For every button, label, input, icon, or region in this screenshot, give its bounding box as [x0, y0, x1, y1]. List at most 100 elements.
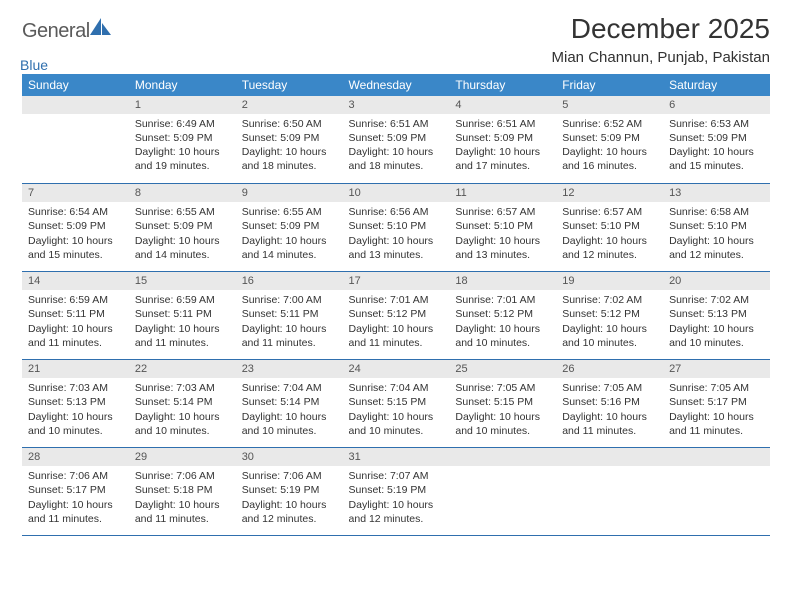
- day-body: Sunrise: 7:02 AMSunset: 5:13 PMDaylight:…: [663, 290, 770, 356]
- day-body: [663, 466, 770, 526]
- day-body: Sunrise: 7:03 AMSunset: 5:13 PMDaylight:…: [22, 378, 129, 444]
- sunrise-text: Sunrise: 7:04 AM: [349, 381, 444, 395]
- daylight-text: Daylight: 10 hours and 10 minutes.: [455, 410, 550, 438]
- day-body: Sunrise: 7:05 AMSunset: 5:16 PMDaylight:…: [556, 378, 663, 444]
- calendar-cell: 27Sunrise: 7:05 AMSunset: 5:17 PMDayligh…: [663, 360, 770, 448]
- day-body: Sunrise: 6:55 AMSunset: 5:09 PMDaylight:…: [236, 202, 343, 268]
- day-body: Sunrise: 6:57 AMSunset: 5:10 PMDaylight:…: [449, 202, 556, 268]
- daylight-text: Daylight: 10 hours and 12 minutes.: [669, 234, 764, 262]
- calendar-cell: 16Sunrise: 7:00 AMSunset: 5:11 PMDayligh…: [236, 272, 343, 360]
- daylight-text: Daylight: 10 hours and 15 minutes.: [669, 145, 764, 173]
- daylight-text: Daylight: 10 hours and 11 minutes.: [242, 322, 337, 350]
- sunset-text: Sunset: 5:12 PM: [349, 307, 444, 321]
- sunset-text: Sunset: 5:09 PM: [242, 219, 337, 233]
- sunset-text: Sunset: 5:11 PM: [28, 307, 123, 321]
- sunset-text: Sunset: 5:09 PM: [349, 131, 444, 145]
- location-text: Mian Channun, Punjab, Pakistan: [552, 49, 770, 66]
- day-body: Sunrise: 6:56 AMSunset: 5:10 PMDaylight:…: [343, 202, 450, 268]
- day-number: 16: [236, 272, 343, 290]
- day-body: Sunrise: 7:03 AMSunset: 5:14 PMDaylight:…: [129, 378, 236, 444]
- sunrise-text: Sunrise: 6:55 AM: [242, 205, 337, 219]
- calendar-cell: 29Sunrise: 7:06 AMSunset: 5:18 PMDayligh…: [129, 448, 236, 536]
- month-title: December 2025: [552, 14, 770, 45]
- day-number: 20: [663, 272, 770, 290]
- day-body: Sunrise: 7:06 AMSunset: 5:17 PMDaylight:…: [22, 466, 129, 532]
- sunset-text: Sunset: 5:14 PM: [135, 395, 230, 409]
- calendar-cell: 7Sunrise: 6:54 AMSunset: 5:09 PMDaylight…: [22, 184, 129, 272]
- day-body: Sunrise: 6:53 AMSunset: 5:09 PMDaylight:…: [663, 114, 770, 180]
- daylight-text: Daylight: 10 hours and 15 minutes.: [28, 234, 123, 262]
- daylight-text: Daylight: 10 hours and 10 minutes.: [28, 410, 123, 438]
- weekday-header: Saturday: [663, 74, 770, 96]
- daylight-text: Daylight: 10 hours and 12 minutes.: [349, 498, 444, 526]
- calendar-cell: [22, 96, 129, 184]
- day-body: Sunrise: 6:52 AMSunset: 5:09 PMDaylight:…: [556, 114, 663, 180]
- sunset-text: Sunset: 5:09 PM: [242, 131, 337, 145]
- calendar-cell: 24Sunrise: 7:04 AMSunset: 5:15 PMDayligh…: [343, 360, 450, 448]
- sunset-text: Sunset: 5:19 PM: [349, 483, 444, 497]
- daylight-text: Daylight: 10 hours and 14 minutes.: [135, 234, 230, 262]
- daylight-text: Daylight: 10 hours and 17 minutes.: [455, 145, 550, 173]
- sunrise-text: Sunrise: 6:50 AM: [242, 117, 337, 131]
- sunrise-text: Sunrise: 7:07 AM: [349, 469, 444, 483]
- calendar-cell: 9Sunrise: 6:55 AMSunset: 5:09 PMDaylight…: [236, 184, 343, 272]
- day-number: 28: [22, 448, 129, 466]
- daylight-text: Daylight: 10 hours and 16 minutes.: [562, 145, 657, 173]
- sunset-text: Sunset: 5:12 PM: [562, 307, 657, 321]
- sunrise-text: Sunrise: 7:01 AM: [455, 293, 550, 307]
- weekday-header: Tuesday: [236, 74, 343, 96]
- logo-text-block: General Blue: [22, 20, 112, 61]
- day-number: 11: [449, 184, 556, 202]
- daylight-text: Daylight: 10 hours and 18 minutes.: [349, 145, 444, 173]
- day-body: Sunrise: 7:01 AMSunset: 5:12 PMDaylight:…: [449, 290, 556, 356]
- day-number: 6: [663, 96, 770, 114]
- logo: General Blue: [22, 14, 112, 61]
- sunset-text: Sunset: 5:09 PM: [669, 131, 764, 145]
- calendar-cell: 20Sunrise: 7:02 AMSunset: 5:13 PMDayligh…: [663, 272, 770, 360]
- calendar-cell: 22Sunrise: 7:03 AMSunset: 5:14 PMDayligh…: [129, 360, 236, 448]
- sunset-text: Sunset: 5:09 PM: [562, 131, 657, 145]
- daylight-text: Daylight: 10 hours and 11 minutes.: [28, 322, 123, 350]
- weekday-header: Monday: [129, 74, 236, 96]
- day-number: 26: [556, 360, 663, 378]
- sunset-text: Sunset: 5:12 PM: [455, 307, 550, 321]
- day-body: [556, 466, 663, 526]
- day-body: Sunrise: 6:55 AMSunset: 5:09 PMDaylight:…: [129, 202, 236, 268]
- calendar-cell: [663, 448, 770, 536]
- logo-sail-icon: [90, 18, 112, 41]
- sunset-text: Sunset: 5:09 PM: [135, 131, 230, 145]
- sunset-text: Sunset: 5:17 PM: [28, 483, 123, 497]
- daylight-text: Daylight: 10 hours and 14 minutes.: [242, 234, 337, 262]
- day-number: 22: [129, 360, 236, 378]
- sunrise-text: Sunrise: 6:57 AM: [562, 205, 657, 219]
- header: General Blue December 2025 Mian Channun,…: [22, 14, 770, 66]
- daylight-text: Daylight: 10 hours and 13 minutes.: [349, 234, 444, 262]
- day-number: 10: [343, 184, 450, 202]
- sunset-text: Sunset: 5:15 PM: [349, 395, 444, 409]
- calendar-cell: 1Sunrise: 6:49 AMSunset: 5:09 PMDaylight…: [129, 96, 236, 184]
- sunrise-text: Sunrise: 7:02 AM: [669, 293, 764, 307]
- sunrise-text: Sunrise: 7:05 AM: [669, 381, 764, 395]
- day-body: Sunrise: 6:51 AMSunset: 5:09 PMDaylight:…: [343, 114, 450, 180]
- sunrise-text: Sunrise: 7:01 AM: [349, 293, 444, 307]
- day-number: 21: [22, 360, 129, 378]
- sunset-text: Sunset: 5:10 PM: [349, 219, 444, 233]
- calendar-week-row: 28Sunrise: 7:06 AMSunset: 5:17 PMDayligh…: [22, 448, 770, 536]
- day-number: 23: [236, 360, 343, 378]
- day-number: 1: [129, 96, 236, 114]
- day-body: Sunrise: 6:50 AMSunset: 5:09 PMDaylight:…: [236, 114, 343, 180]
- sunset-text: Sunset: 5:10 PM: [455, 219, 550, 233]
- sunrise-text: Sunrise: 7:02 AM: [562, 293, 657, 307]
- day-number-bar: [22, 96, 129, 114]
- calendar-cell: [556, 448, 663, 536]
- sunset-text: Sunset: 5:16 PM: [562, 395, 657, 409]
- calendar-head: SundayMondayTuesdayWednesdayThursdayFrid…: [22, 74, 770, 96]
- calendar-cell: 13Sunrise: 6:58 AMSunset: 5:10 PMDayligh…: [663, 184, 770, 272]
- day-number: 9: [236, 184, 343, 202]
- sunset-text: Sunset: 5:18 PM: [135, 483, 230, 497]
- day-number: 2: [236, 96, 343, 114]
- sunrise-text: Sunrise: 6:57 AM: [455, 205, 550, 219]
- calendar-cell: 10Sunrise: 6:56 AMSunset: 5:10 PMDayligh…: [343, 184, 450, 272]
- day-body: Sunrise: 6:59 AMSunset: 5:11 PMDaylight:…: [22, 290, 129, 356]
- calendar-cell: 2Sunrise: 6:50 AMSunset: 5:09 PMDaylight…: [236, 96, 343, 184]
